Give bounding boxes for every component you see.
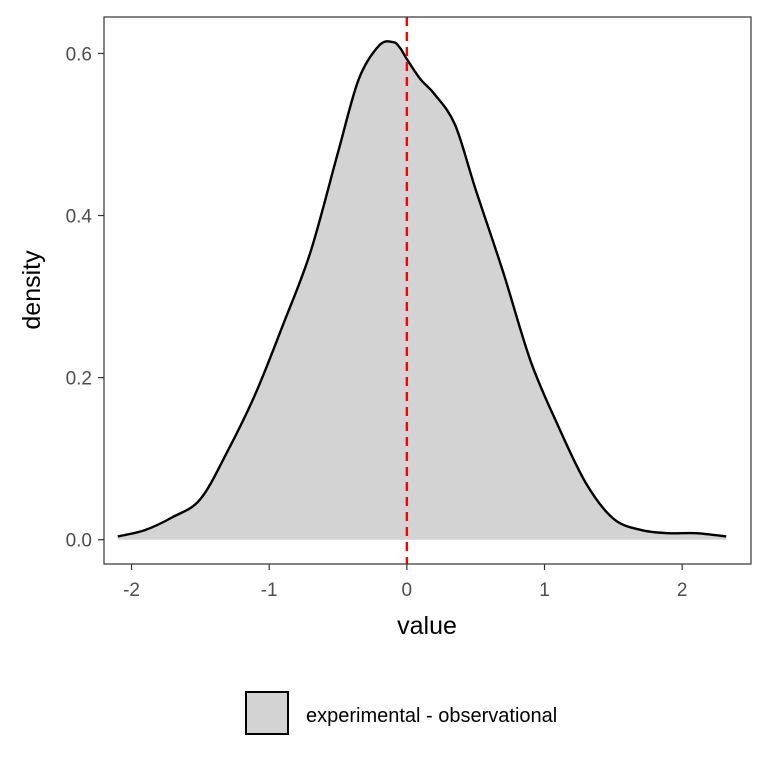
y-tick-label: 0.4 (66, 207, 93, 228)
legend-key (245, 691, 289, 735)
data-layer (117, 17, 727, 564)
y-tick-label: 0.2 (66, 369, 92, 390)
legend-label: experimental - observational (306, 705, 557, 727)
x-tick-label: -1 (261, 580, 278, 601)
y-tick-label: 0.0 (66, 531, 92, 552)
legend: experimental - observational (245, 691, 557, 735)
y-axis: 0.0 0.2 0.4 0.6 (66, 44, 104, 552)
x-axis: -2 -1 0 1 2 (123, 564, 687, 601)
y-axis-title: density (18, 250, 46, 330)
density-curve-line (117, 40, 727, 538)
x-tick-label: 0 (402, 580, 413, 601)
density-area-fill (117, 41, 727, 540)
x-tick-label: 2 (677, 580, 688, 601)
x-tick-label: 1 (539, 580, 550, 601)
y-tick-label: 0.6 (66, 44, 92, 65)
x-tick-label: -2 (123, 580, 140, 601)
plot-border (103, 16, 752, 565)
x-axis-title: value (397, 612, 457, 640)
